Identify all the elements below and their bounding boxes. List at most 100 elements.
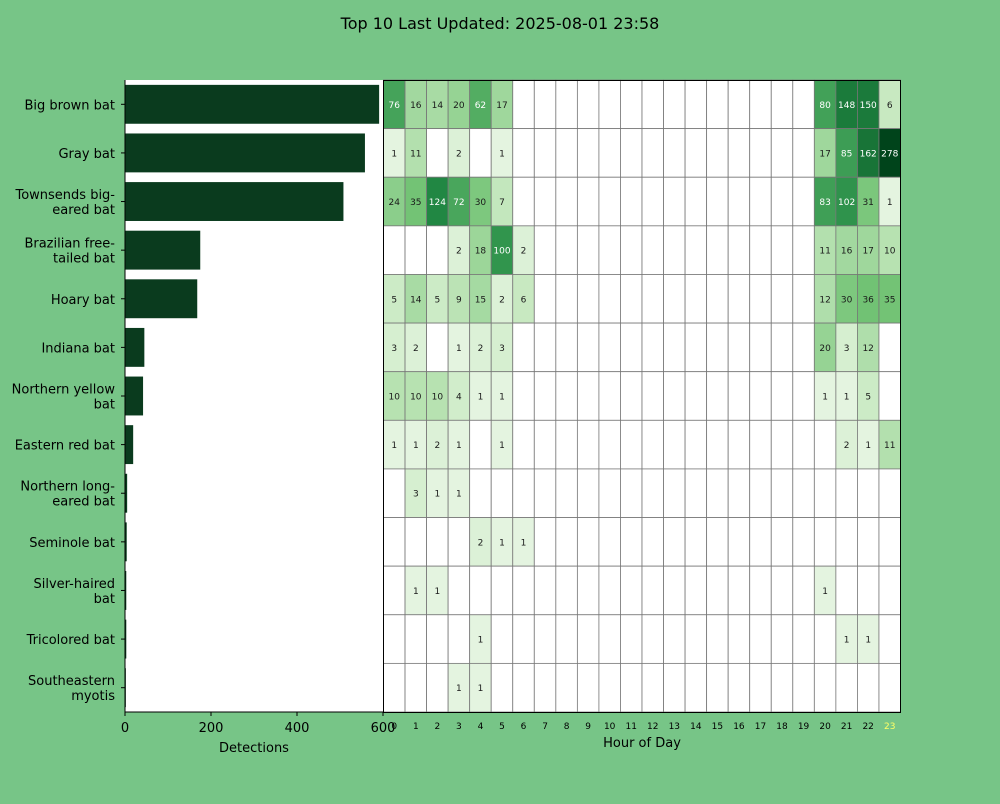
heatmap-cell-value: 10 [410, 393, 422, 403]
heatmap-cell [749, 371, 772, 421]
heatmap-cell-value: 11 [819, 247, 830, 257]
heatmap-cell-value: 2 [478, 538, 484, 548]
heatmap-cell [576, 225, 600, 275]
heatmap-cell [641, 274, 664, 324]
bar-category-label: Silver-haired bat [34, 577, 116, 607]
heatmap-cell-value: 1 [434, 587, 440, 597]
hour-tick-label: 19 [798, 722, 810, 732]
bar-x-tick-label: 600 [371, 721, 396, 736]
heatmap-cell [770, 662, 794, 713]
heatmap-cell [770, 565, 794, 616]
heatmap-cell-value: 102 [838, 198, 855, 208]
heatmap-cell-value: 5 [865, 393, 871, 403]
heatmap-cell-value: 15 [475, 295, 486, 305]
heatmap-cell-value: 76 [389, 101, 401, 111]
heatmap-cell [770, 79, 794, 130]
heatmap-cell [533, 225, 557, 275]
heatmap-cell [620, 176, 643, 227]
hour-tick-label: 14 [690, 722, 702, 732]
heatmap-cell [512, 468, 535, 518]
heatmap-cell-value: 2 [434, 441, 440, 451]
heatmap-cell [383, 517, 406, 567]
heatmap-cell-value: 1 [822, 587, 828, 597]
heatmap-cell [512, 371, 535, 421]
heatmap-cell [857, 662, 880, 713]
heatmap-cell-value: 1 [413, 587, 419, 597]
bar [125, 327, 145, 367]
heatmap-cell [641, 565, 664, 616]
hour-tick-label: 6 [521, 722, 527, 732]
heatmap-cell [641, 614, 664, 664]
heatmap-cell [663, 565, 686, 616]
bar [125, 619, 127, 659]
heatmap-cell-value: 62 [475, 101, 486, 111]
heatmap-cell [770, 371, 794, 421]
heatmap-cell [598, 225, 621, 275]
heatmap-cell [576, 468, 600, 518]
heatmap-cell-value: 1 [887, 198, 893, 208]
heatmap-cell [620, 565, 643, 616]
heatmap-cell [749, 419, 772, 470]
heatmap-cell [749, 274, 772, 324]
heatmap-cell-value: 11 [410, 149, 421, 159]
heatmap-cell [641, 662, 664, 713]
heatmap-cell-value: 3 [844, 344, 850, 354]
heatmap-cell [426, 517, 449, 567]
heatmap-cell-value: 2 [844, 441, 850, 451]
heatmap-cell [641, 419, 664, 470]
heatmap-cell [706, 274, 729, 324]
heatmap-cell [469, 419, 492, 470]
heatmap-cell [490, 565, 514, 616]
heatmap-cell [576, 565, 600, 616]
bar [125, 571, 127, 610]
heatmap-cell-value: 4 [456, 393, 462, 403]
heatmap-cell [770, 517, 794, 567]
heatmap-cell [684, 662, 708, 713]
heatmap-cell [749, 662, 772, 713]
heatmap-cell-value: 5 [434, 295, 440, 305]
heatmap-cell [490, 662, 514, 713]
heatmap-cell [512, 128, 535, 178]
heatmap-cell [792, 322, 815, 373]
heatmap-cell [598, 371, 621, 421]
heatmap-cell [770, 274, 794, 324]
bar [125, 182, 344, 221]
heatmap-cell [663, 225, 686, 275]
heatmap-cell-value: 1 [456, 344, 462, 354]
heatmap-cell-value: 1 [456, 490, 462, 500]
bar [125, 376, 144, 416]
heatmap-cell [727, 274, 751, 324]
heatmap-cell [598, 662, 621, 713]
heatmap-cell-value: 11 [884, 441, 895, 451]
heatmap-cell-value: 35 [410, 198, 421, 208]
heatmap-cell [706, 419, 729, 470]
heatmap-cell [749, 79, 772, 130]
heatmap-cell-value: 36 [862, 295, 874, 305]
heatmap-cell [706, 565, 729, 616]
heatmap-cell [684, 371, 708, 421]
hour-tick-label: 13 [669, 722, 680, 732]
heatmap-cell [512, 614, 535, 664]
heatmap-cell [383, 662, 406, 713]
heatmap-cell [576, 517, 600, 567]
bar-category-label: Southeastern myotis [28, 674, 115, 704]
hour-tick-label: 8 [564, 722, 570, 732]
heatmap-cell [598, 419, 621, 470]
heatmap-cell-value: 24 [389, 198, 401, 208]
heatmap-cell [641, 517, 664, 567]
bar-plot-area [125, 80, 383, 712]
hour-tick-label: 15 [712, 722, 723, 732]
heatmap-cell [533, 79, 557, 130]
heatmap-cell [727, 225, 751, 275]
heatmap-cell [533, 419, 557, 470]
heatmap-cell-value: 2 [413, 344, 419, 354]
heatmap-cell [598, 322, 621, 373]
heatmap-cell [663, 517, 686, 567]
hour-tick-label: 17 [755, 722, 766, 732]
heatmap-frame [383, 80, 901, 713]
heatmap-cell [533, 614, 557, 664]
heatmap-cell [684, 565, 708, 616]
heatmap-cell [641, 371, 664, 421]
